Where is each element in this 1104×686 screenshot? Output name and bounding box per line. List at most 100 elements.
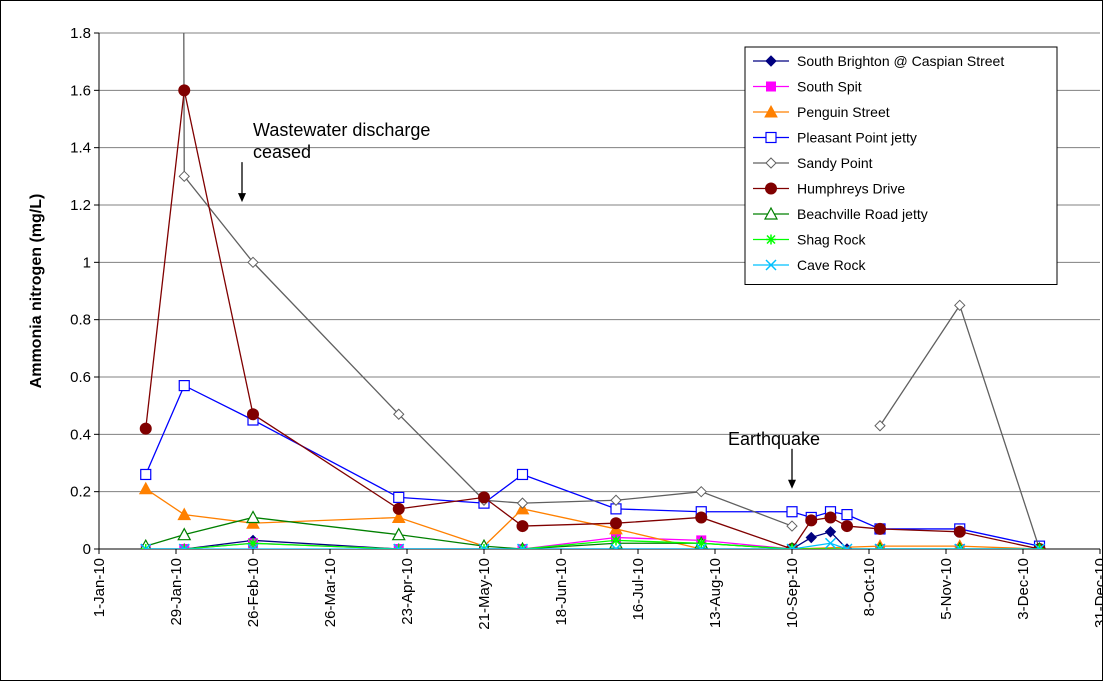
y-tick-label: 1.4: [70, 140, 91, 157]
asterisk-stroke: [611, 535, 621, 545]
data-point: [393, 543, 405, 549]
y-axis-title: Ammonia nitrogen (mg/L): [28, 194, 45, 389]
data-point: [393, 408, 405, 420]
x-stroke: [516, 543, 524, 549]
legend-item-sandy-point: Sandy Point: [753, 155, 873, 171]
x-stroke: [614, 543, 622, 549]
x-stroke: [144, 543, 152, 549]
x-tick-label: 21-May-10: [476, 558, 493, 630]
x-stroke: [845, 543, 853, 549]
series-line: [145, 488, 1040, 549]
y-tick-label: 1.2: [70, 197, 91, 214]
x-tick-label: 16-Jul-10: [630, 558, 647, 621]
x-tick-label: 1-Jan-10: [91, 558, 108, 617]
data-point: [247, 408, 259, 421]
x-stroke: [700, 543, 707, 549]
series-penguin-street: [138, 481, 1044, 549]
data-point: [841, 509, 853, 521]
legend-item-south-spit: South Spit: [753, 79, 862, 95]
x-stroke: [251, 543, 259, 549]
series-line: [145, 536, 1040, 549]
legend-label: South Spit: [797, 79, 862, 95]
legend-item-south-brighton-caspian-street: South Brighton @ Caspian Street: [753, 53, 1004, 69]
data-point: [248, 538, 258, 549]
data-point: [1033, 543, 1046, 549]
asterisk-stroke: [766, 234, 776, 245]
series-south-brighton-caspian-street: [140, 526, 853, 549]
data-point: [874, 522, 886, 535]
data-point: [805, 531, 817, 544]
legend-item-beachville-road-jetty: Beachville Road jetty: [753, 206, 928, 222]
data-point: [516, 468, 529, 481]
x-stroke: [786, 543, 794, 549]
y-tick-label: 1.8: [70, 25, 91, 42]
x-stroke: [954, 543, 961, 549]
data-point: [478, 491, 490, 504]
legend-swatch-marker: [765, 182, 777, 195]
x-stroke: [1033, 543, 1041, 549]
legend-item-humphreys-drive: Humphreys Drive: [753, 181, 905, 197]
x-tick-label: 13-Aug-10: [707, 558, 724, 628]
data-point: [140, 468, 152, 481]
data-point: [247, 256, 259, 269]
legend-label: South Brighton @ Caspian Street: [797, 53, 1004, 69]
x-tick-label: 23-Apr-10: [399, 558, 416, 625]
data-point: [138, 481, 153, 495]
x-tick-label: 31-Dec-10: [1092, 558, 1103, 628]
x-stroke: [183, 543, 190, 549]
legend-swatch-marker: [765, 55, 777, 67]
data-point: [177, 527, 192, 541]
legend-item-penguin-street: Penguin Street: [753, 104, 890, 120]
annotation-arrow-head: [238, 193, 246, 203]
x-tick-label: 5-Nov-10: [938, 558, 955, 620]
series-cave-rock: [140, 537, 1046, 549]
x-stroke: [393, 543, 400, 549]
data-point: [610, 517, 622, 530]
series-beachville-road-jetty: [140, 510, 1044, 549]
gridlines: [99, 32, 1100, 493]
legend-label: Cave Rock: [797, 257, 866, 273]
data-point: [516, 497, 529, 509]
x-stroke: [178, 543, 186, 549]
data-point: [954, 543, 966, 549]
legend-item-pleasant-point-jetty: Pleasant Point jetty: [753, 130, 917, 146]
data-point: [139, 422, 152, 435]
x-tick-label: 3-Dec-10: [1015, 558, 1032, 620]
annotation-text: Earthquake: [728, 429, 820, 449]
x-stroke: [695, 543, 703, 549]
x-stroke: [610, 543, 618, 549]
data-point: [824, 511, 837, 524]
x-tick-label: 18-Jun-10: [553, 558, 570, 626]
x-stroke: [958, 543, 966, 549]
legend-swatch-marker: [766, 234, 776, 245]
data-point: [178, 84, 191, 97]
data-point: [953, 525, 966, 538]
legend-label: Beachville Road jetty: [797, 206, 928, 222]
x-stroke: [478, 543, 486, 549]
legend-label: Humphreys Drive: [797, 181, 905, 197]
data-point: [786, 520, 798, 532]
data-point: [177, 507, 192, 521]
data-point: [178, 380, 190, 392]
data-point: [786, 543, 798, 549]
series-line: [183, 33, 793, 527]
data-point: [516, 520, 529, 533]
x-stroke: [824, 537, 837, 549]
data-point: [695, 511, 708, 524]
annotation: Earthquake: [728, 429, 820, 489]
legend-label: Shag Rock: [797, 232, 866, 248]
x-stroke: [790, 543, 798, 549]
legend-swatch-marker: [764, 104, 778, 118]
data-point: [805, 514, 818, 527]
y-tick-label: 1: [83, 254, 91, 271]
series-line: [145, 539, 1040, 549]
data-point: [610, 494, 622, 506]
series-south-spit: [140, 532, 1045, 549]
x-tick-label: 8-Oct-10: [861, 558, 878, 616]
data-point: [391, 510, 406, 523]
x-stroke: [878, 543, 886, 549]
x-tick-label: 26-Feb-10: [245, 558, 262, 627]
x-stroke: [765, 259, 777, 271]
data-point: [178, 543, 190, 549]
